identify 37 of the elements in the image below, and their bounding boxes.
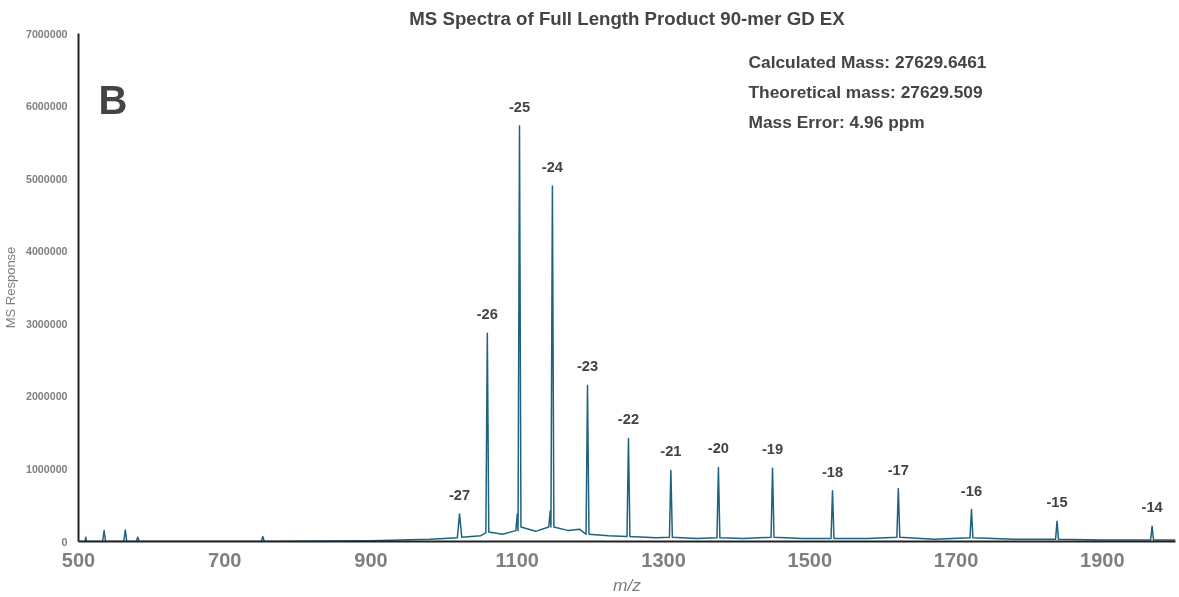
annotation: -20 (707, 440, 730, 457)
y-tick-label: 1000000 (26, 462, 68, 475)
annotation: -22 (617, 411, 640, 428)
annotation: -27 (448, 486, 471, 503)
annotation: -18 (821, 463, 844, 480)
x-tick-label: 900 (354, 548, 388, 571)
x-tick-label: 1100 (495, 548, 539, 571)
y-tick-label: 4000000 (26, 245, 68, 258)
x-axis-title: m/z (613, 574, 642, 595)
annotation: -14 (1141, 499, 1164, 516)
annotation: -16 (960, 482, 983, 499)
x-tick-label: 1300 (641, 548, 686, 571)
x-tick-label: 1500 (787, 548, 833, 571)
x-tick-label: 1900 (1080, 548, 1125, 571)
annotation: Mass Error: 4.96 ppm (748, 111, 925, 132)
annotation: -25 (508, 98, 531, 115)
x-tick-label: 700 (208, 548, 242, 571)
annotation: -15 (1046, 494, 1068, 511)
y-tick-label: 3000000 (26, 317, 68, 330)
y-tick-label: 7000000 (26, 27, 68, 40)
y-tick-label: 6000000 (26, 100, 68, 113)
y-tick-label: 2000000 (26, 390, 68, 403)
annotation: -17 (887, 461, 909, 478)
annotation: Calculated Mass: 27629.6461 (748, 51, 987, 72)
x-tick-label: 500 (61, 548, 96, 571)
annotation: -26 (476, 306, 498, 323)
chart-title: MS Spectra of Full Length Product 90-mer GD EX (409, 7, 846, 29)
annotation: -23 (576, 358, 599, 375)
annotation: -19 (761, 441, 784, 458)
annotation: Theoretical mass: 27629.509 (748, 81, 983, 102)
annotation: B (98, 77, 128, 122)
y-tick-label: 0 (61, 535, 68, 548)
annotation: -24 (541, 158, 564, 175)
annotation: -21 (660, 443, 682, 460)
y-axis-title: MS Response (3, 246, 19, 329)
y-tick-label: 5000000 (26, 172, 68, 185)
x-tick-label: 1700 (933, 548, 979, 571)
